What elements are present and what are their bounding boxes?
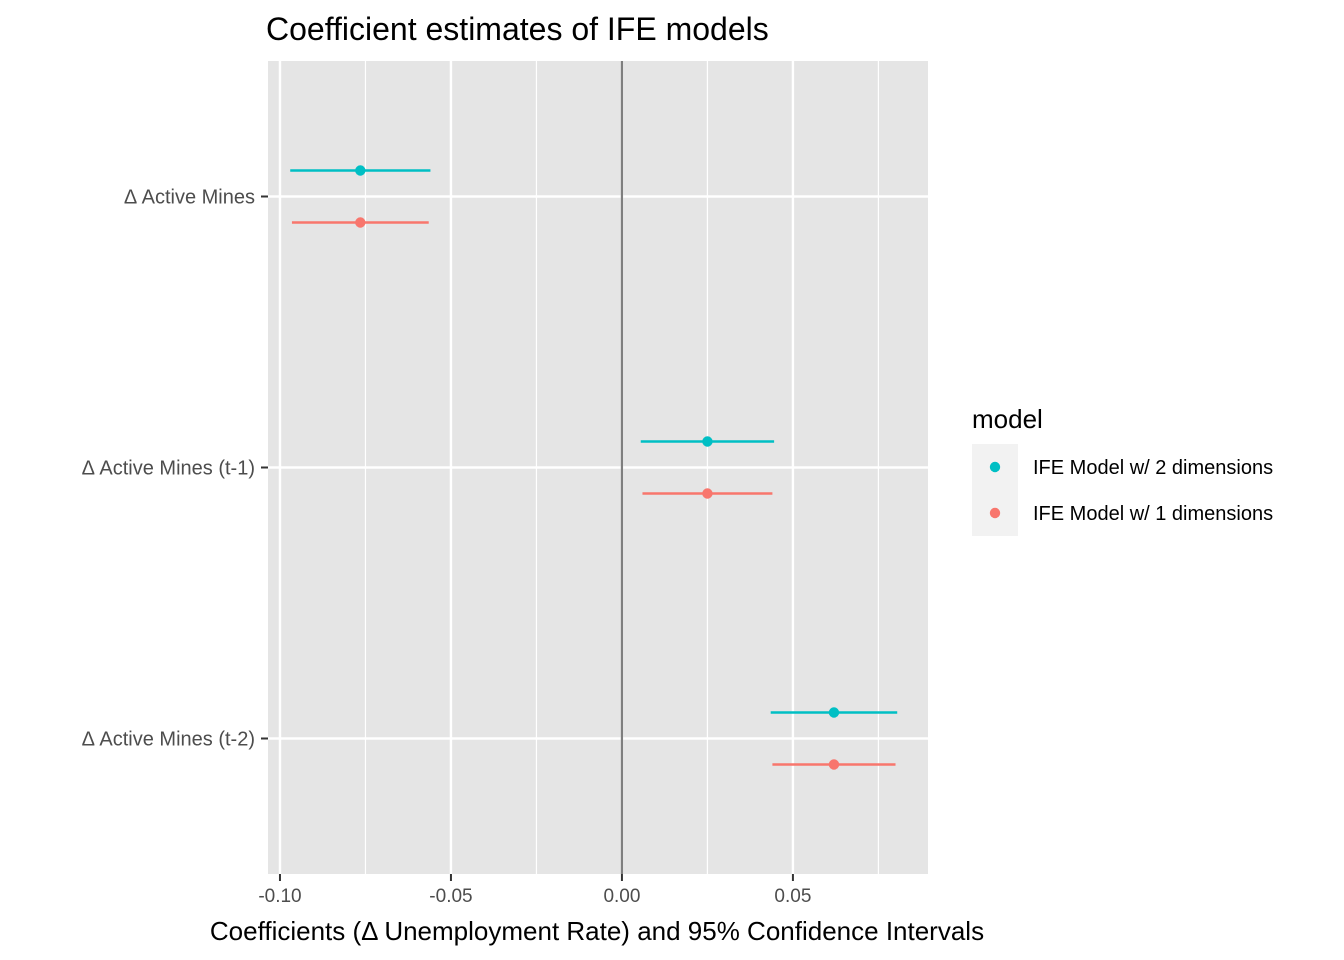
legend-title: model [972, 404, 1043, 434]
x-tick-label: 0.05 [774, 886, 811, 907]
x-axis: -0.10 -0.05 0.00 0.05 [258, 874, 811, 907]
y-axis: Δ Active Mines Δ Active Mines (t-1) Δ Acti… [82, 187, 268, 751]
x-tick-label: 0.00 [603, 886, 640, 907]
estimate-point [702, 436, 713, 447]
legend-label: IFE Model w/ 2 dimensions [1033, 457, 1273, 479]
estimate-point [828, 707, 840, 718]
y-tick-label: Δ Active Mines (t-2) [82, 729, 255, 751]
y-tick-label: Δ Active Mines (t-1) [82, 458, 255, 480]
estimate-point [828, 759, 840, 770]
x-tick-label: -0.10 [258, 886, 301, 907]
y-tick-label: Δ Active Mines [124, 187, 255, 209]
x-axis-title: Coefficients (Δ Unemployment Rate) and 9… [210, 916, 984, 946]
estimate-point [355, 217, 366, 228]
chart-marks [290, 165, 898, 770]
chart-title: Coefficient estimates of IFE models [266, 11, 769, 47]
x-tick-label: -0.05 [429, 886, 472, 907]
legend: model IFE Model w/ 2 dimensions IFE Model… [972, 404, 1273, 536]
estimate-point [355, 165, 366, 176]
legend-label: IFE Model w/ 1 dimensions [1033, 503, 1273, 525]
legend-key-background [972, 444, 1018, 536]
legend-key-point [989, 507, 1001, 519]
estimate-point [702, 488, 713, 499]
legend-key-point [989, 461, 1001, 473]
